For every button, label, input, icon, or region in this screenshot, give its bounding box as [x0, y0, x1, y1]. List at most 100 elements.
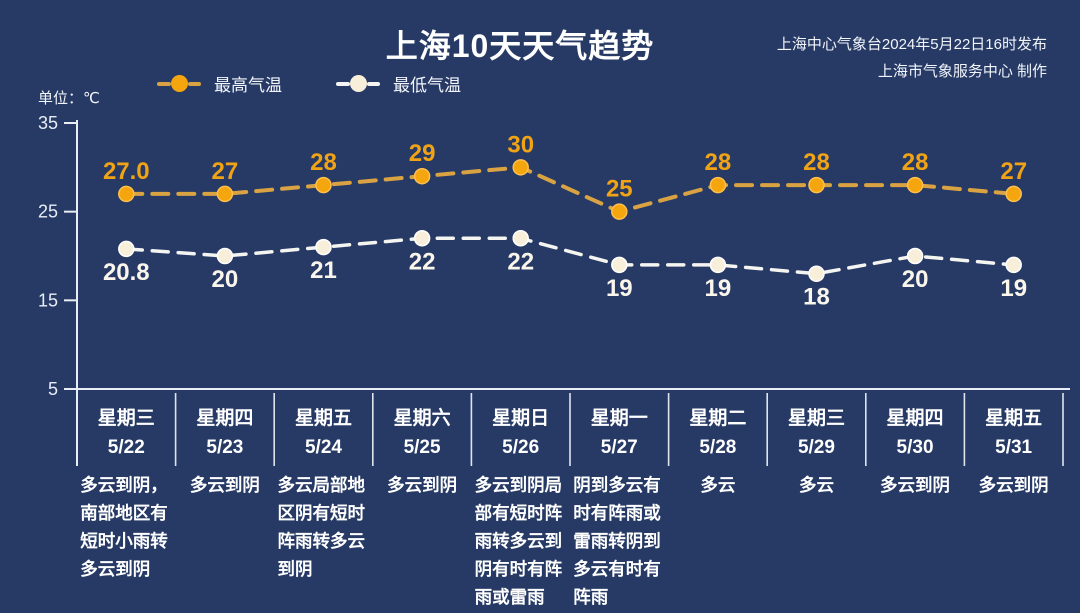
weather-description: 多云到阴 — [964, 471, 1063, 499]
day-column-5-26: 星期日 5/26 多云到阴局部有短时阵雨转多云到阴有时有阵雨或雷雨 — [471, 394, 570, 610]
date-label: 5/25 — [403, 437, 441, 458]
page-title: 上海10天天气趋势 — [385, 28, 655, 64]
low-temp-point — [808, 265, 825, 282]
y-axis-tick-label: 25 — [38, 202, 58, 222]
high-temp-value-label: 27.0 — [103, 158, 150, 185]
high-temp-point — [413, 167, 431, 185]
weather-description: 阴到多云有时有阵雨或雷雨转阴到多云有时有阵雨 — [570, 471, 669, 611]
weekday-label: 星期五 — [294, 408, 352, 429]
high-temp-point — [512, 159, 529, 176]
high-temp-point — [906, 176, 924, 194]
attribution-line-1: 上海中心气象台2024年5月22日16时发布 — [776, 36, 1047, 53]
high-temp-point — [216, 185, 234, 203]
date-label: 5/29 — [797, 437, 835, 458]
weather-description: 多云到阴局部有短时阵雨转多云到阴有时有阵雨或雷雨 — [471, 471, 570, 611]
low-temp-point — [512, 230, 529, 247]
day-columns: 星期三 5/22 多云到阴，南部地区有短时小雨转多云到阴 星期四 5/23 多云到阴 星期五… — [77, 394, 1063, 610]
date-label: 5/22 — [107, 437, 145, 458]
weather-description-text: 多云到阴 — [978, 475, 1049, 495]
low-temp-line — [124, 236, 1016, 276]
day-column-5-22: 星期三 5/22 多云到阴，南部地区有短时小雨转多云到阴 — [77, 394, 176, 610]
legend-label-low-temp: 最低气温 — [393, 76, 461, 95]
weekday-label: 星期二 — [689, 408, 747, 429]
weather-description: 多云到阴 — [176, 471, 275, 499]
date-label: 5/30 — [896, 437, 934, 458]
day-column-5-30: 星期四 5/30 多云到阴 — [866, 394, 965, 610]
high-temp-point — [709, 176, 727, 194]
low-temp-value-label: 20.8 — [103, 259, 150, 286]
weather-description: 多云到阴 — [373, 471, 472, 499]
day-column-5-29: 星期三 5/29 多云 — [767, 394, 866, 610]
day-column-5-27: 星期一 5/27 阴到多云有时有阵雨或雷雨转阴到多云有时有阵雨 — [570, 394, 669, 610]
weekday-label: 星期四 — [196, 408, 254, 429]
date-label: 5/31 — [995, 437, 1033, 458]
low-temp-value-label: 18 — [803, 284, 830, 311]
low-temp-point — [315, 238, 332, 256]
high-temp-point — [611, 203, 628, 220]
low-temp-point — [611, 256, 628, 274]
weather-description-text: 多云 — [700, 475, 736, 495]
low-temp-value-label: 19 — [705, 275, 732, 302]
y-axis-tick-label: 35 — [38, 113, 58, 133]
low-temp-value-label: 20 — [212, 266, 239, 293]
weather-description: 多云到阴，南部地区有短时小雨转多云到阴 — [77, 471, 176, 583]
date-label: 5/26 — [502, 437, 540, 458]
high-temp-line — [124, 165, 1016, 214]
legend-item-low-temp: 最低气温 — [336, 71, 461, 96]
low-temp-value-label: 22 — [507, 248, 534, 275]
weekday-label: 星期五 — [985, 408, 1043, 429]
weekday-label: 星期日 — [492, 408, 550, 429]
weather-description-text: 阴到多云有时有阵雨或雷雨转阴到多云有时有阵雨 — [573, 475, 661, 607]
low-temp-value-label: 19 — [606, 275, 633, 302]
high-temp-value-label: 28 — [310, 149, 337, 176]
day-column-5-25: 星期六 5/25 多云到阴 — [373, 394, 472, 610]
low-temp-point — [1005, 256, 1022, 274]
low-temp-point — [118, 240, 135, 258]
weekday-label: 星期三 — [97, 408, 155, 429]
high-temp-legend-marker-icon — [157, 75, 201, 92]
weather-description-text: 多云到阴局部有短时阵雨转多云到阴有时有阵雨或雷雨 — [474, 475, 563, 607]
low-temp-value-label: 21 — [310, 257, 337, 284]
day-column-5-23: 星期四 5/23 多云到阴 — [176, 394, 275, 610]
high-temp-value-label: 25 — [606, 176, 633, 203]
date-label: 5/23 — [206, 437, 244, 458]
low-temp-point — [906, 247, 924, 265]
weather-description: 多云到阴 — [866, 471, 965, 499]
low-temp-value-label: 22 — [409, 248, 436, 275]
y-axis-tick-label: 5 — [48, 379, 58, 399]
date-label: 5/24 — [304, 437, 342, 458]
high-temp-point — [118, 185, 135, 203]
weather-description-text: 多云到阴 — [880, 475, 951, 495]
high-temp-value-label: 28 — [705, 149, 732, 176]
weather-description-text: 多云到阴，南部地区有短时小雨转多云到阴 — [80, 475, 168, 579]
high-temp-point — [808, 176, 825, 194]
date-label: 5/28 — [699, 437, 737, 458]
low-temp-point — [413, 230, 431, 247]
weekday-label: 星期四 — [886, 408, 944, 429]
high-temp-value-label: 28 — [902, 149, 929, 176]
weather-description: 多云 — [669, 471, 768, 499]
high-temp-value-label: 27 — [1000, 158, 1027, 185]
attribution-line-2: 上海市气象服务中心 制作 — [877, 63, 1047, 80]
weekday-label: 星期六 — [393, 408, 451, 429]
low-temp-legend-marker-icon — [336, 75, 380, 92]
weather-description-text: 多云到阴 — [189, 475, 260, 495]
day-column-5-24: 星期五 5/24 多云局部地区阴有短时阵雨转多云到阴 — [274, 394, 373, 610]
low-temp-value-label: 19 — [1000, 275, 1027, 302]
attribution: 上海中心气象台2024年5月22日16时发布 上海市气象服务中心 制作 — [777, 31, 1047, 85]
weather-description-text: 多云 — [798, 475, 834, 495]
high-temp-value-label: 27 — [212, 158, 239, 185]
weather-description-text: 多云到阴 — [387, 475, 458, 495]
legend-item-high-temp: 最高气温 — [157, 71, 282, 96]
chart-legend: 最高气温 最低气温 — [157, 71, 461, 96]
high-temp-point — [1005, 185, 1022, 203]
low-temp-point — [709, 256, 727, 274]
unit-label: 单位：℃ — [38, 90, 100, 107]
high-temp-point — [315, 176, 332, 194]
day-column-5-31: 星期五 5/31 多云到阴 — [964, 394, 1063, 610]
low-temp-value-label: 20 — [902, 266, 929, 293]
day-column-5-28: 星期二 5/28 多云 — [669, 394, 768, 610]
high-temp-value-label: 28 — [803, 149, 830, 176]
